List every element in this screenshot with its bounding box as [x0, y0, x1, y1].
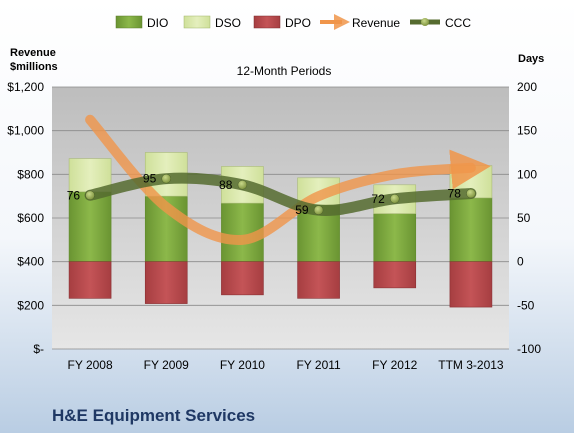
- x-tick-label: TTM 3-2013: [438, 358, 504, 372]
- y-right-tick-label: 0: [517, 255, 524, 269]
- ccc-data-label: 95: [143, 172, 157, 186]
- bar-dio: [449, 197, 493, 262]
- y-right-tick-label: 200: [517, 80, 537, 94]
- legend-swatch-dso: [183, 15, 211, 29]
- ccc-point: [313, 205, 324, 215]
- y-left-tick-label: $200: [17, 298, 44, 312]
- y-left-tick-label: $1,000: [7, 124, 44, 138]
- ccc-data-label: 59: [295, 203, 309, 217]
- ccc-data-label: 72: [371, 192, 385, 206]
- right-axis-ticks: -100 -50 0 50 100 150 200: [517, 80, 541, 356]
- y-right-tick-label: -100: [517, 342, 541, 356]
- legend-swatch-dpo: [253, 15, 281, 29]
- company-title: H&E Equipment Services: [52, 406, 255, 425]
- bar-dio: [373, 213, 417, 262]
- y-left-title-line2: $millions: [10, 61, 58, 73]
- bars-layer: [68, 152, 493, 308]
- ccc-data-label: 76: [67, 188, 81, 202]
- y-left-tick-label: $600: [17, 211, 44, 225]
- x-tick-label: FY 2008: [68, 358, 113, 372]
- x-tick-label: FY 2009: [144, 358, 189, 372]
- legend-label-dpo: DPO: [285, 16, 311, 30]
- chart-subtitle: 12-Month Periods: [237, 64, 332, 78]
- y-right-title: Days: [518, 53, 544, 65]
- y-right-tick-label: 150: [517, 124, 537, 138]
- y-left-tick-label: $800: [17, 167, 44, 181]
- revenue-layer: [85, 114, 491, 245]
- ccc-line: [84, 172, 477, 216]
- legend-swatch-dio: [115, 15, 143, 29]
- ccc-point: [85, 190, 95, 201]
- ccc-point: [237, 180, 248, 190]
- y-left-tick-label: $400: [17, 255, 44, 269]
- left-axis-ticks: $- $200 $400 $600 $800 $1,000 $1,200: [7, 80, 44, 356]
- bar-dpo: [68, 261, 112, 299]
- x-tick-label: FY 2010: [220, 358, 265, 372]
- bar-dpo: [373, 261, 417, 289]
- y-right-tick-label: -50: [517, 298, 535, 312]
- ccc-layer: 76 95 88 59 72 78: [67, 172, 477, 217]
- legend-label-dio: DIO: [147, 16, 168, 30]
- revenue-line: [85, 114, 491, 245]
- bar-dpo: [221, 261, 264, 296]
- ccc-data-label: 88: [219, 178, 233, 192]
- x-axis-ticks: FY 2008 FY 2009 FY 2010 FY 2011 FY 2012 TTM 3…: [68, 358, 504, 372]
- legend-label-revenue: Revenue: [352, 16, 400, 30]
- ccc-point: [466, 188, 476, 199]
- legend-label-ccc: CCC: [445, 16, 471, 30]
- x-tick-label: FY 2011: [296, 358, 341, 372]
- y-left-tick-label: $1,200: [7, 80, 44, 94]
- ccc-point: [390, 194, 400, 204]
- y-left-tick-label: $-: [33, 342, 44, 356]
- legend: DIO DSO DPO Revenue CCC: [115, 14, 471, 30]
- legend-swatch-ccc-dot: [421, 18, 429, 26]
- x-tick-label: FY 2012: [372, 358, 417, 372]
- ccc-point: [161, 173, 171, 184]
- bar-dpo: [297, 261, 340, 299]
- legend-label-dso: DSO: [215, 16, 241, 30]
- y-right-tick-label: 50: [517, 211, 531, 225]
- y-left-title-line1: Revenue: [10, 47, 56, 59]
- ccc-data-label: 78: [448, 187, 462, 201]
- bar-dpo: [449, 261, 493, 308]
- y-right-tick-label: 100: [517, 167, 537, 181]
- bar-dpo: [144, 261, 188, 304]
